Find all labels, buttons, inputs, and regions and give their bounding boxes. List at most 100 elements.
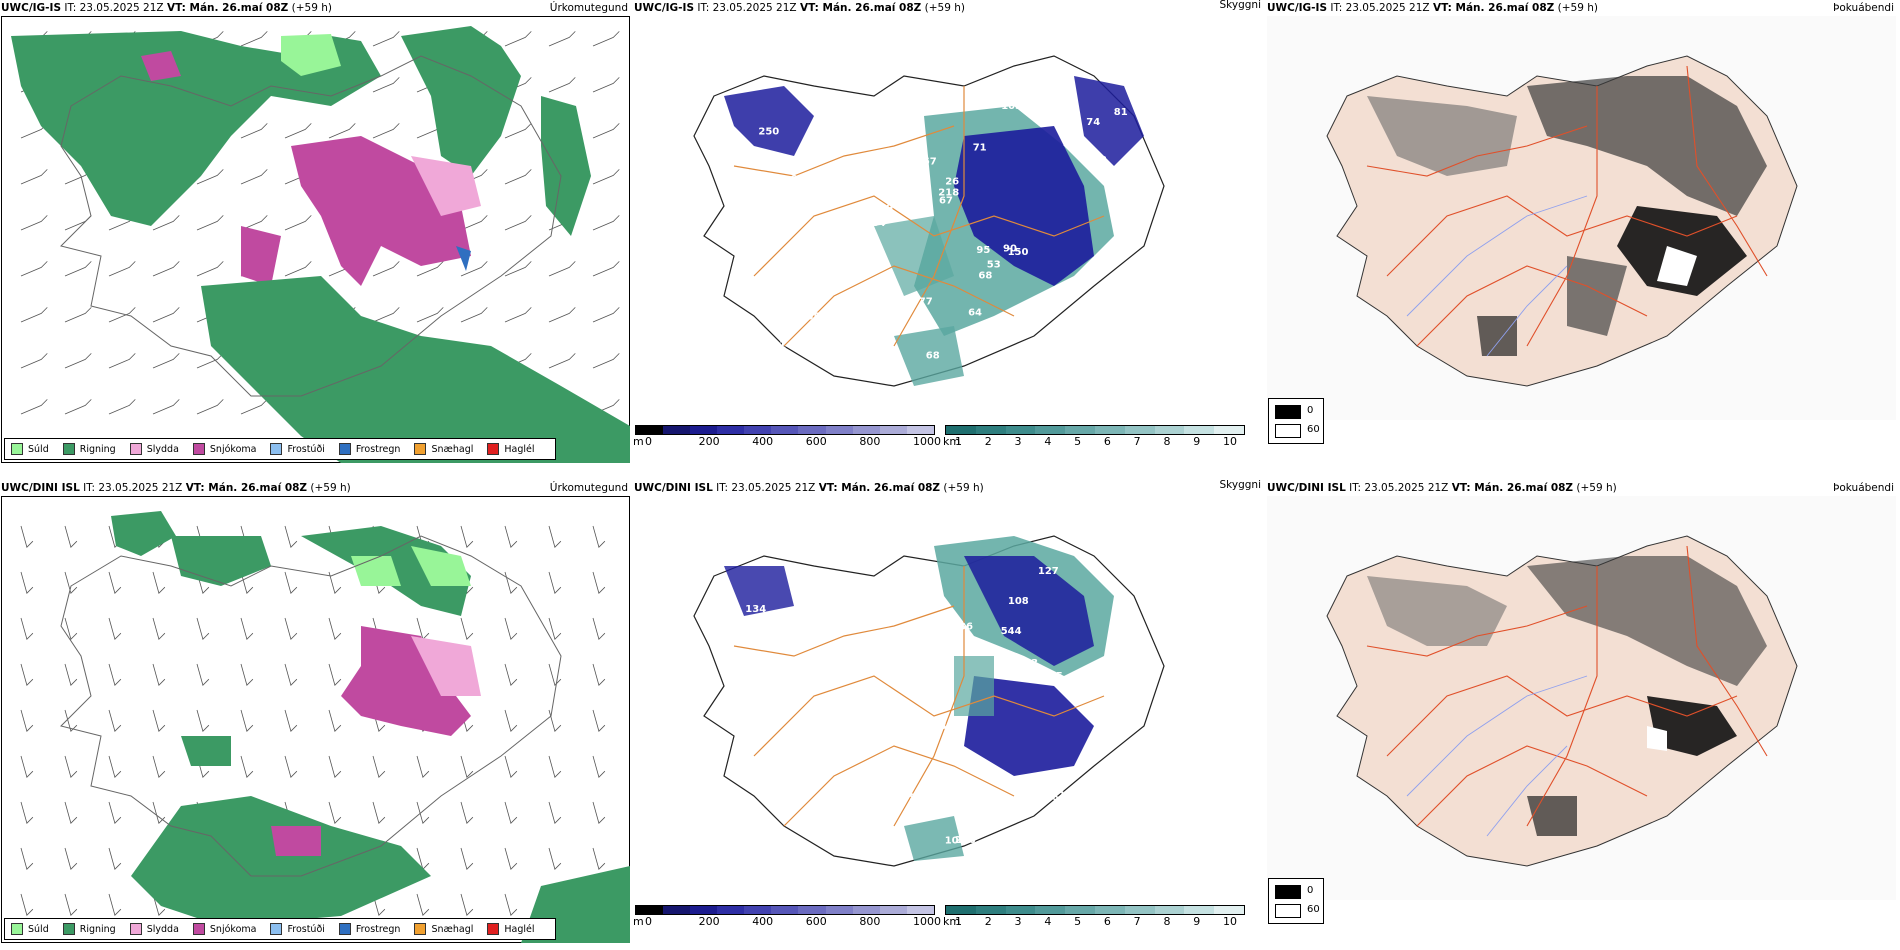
ceiling-value-label: 90 (1003, 243, 1017, 254)
wind-barb (64, 571, 78, 594)
wind-barb (64, 215, 92, 231)
wind-barb (460, 215, 488, 231)
wind-barb (152, 261, 180, 277)
wind-barb (328, 709, 342, 732)
wind-barb (20, 617, 34, 640)
colorbar-segment (663, 426, 691, 434)
wind-barb (372, 31, 400, 47)
visibility-colorbar: km 1 2 3 4 5 6 7 8 9 10 (943, 421, 1245, 459)
wind-barb (548, 261, 576, 277)
colorbar-segment (717, 426, 745, 434)
colorbar-tick: 0 (645, 915, 652, 928)
wind-barb (152, 755, 166, 778)
wind-barb (152, 571, 166, 594)
legend-swatch (414, 923, 427, 935)
ceiling-value-label: 227 (844, 574, 865, 585)
wind-barb (20, 399, 48, 415)
ceiling-value-label: 51 (887, 308, 901, 319)
ceiling-map: 7410860538364134544112136218100227254104… (693, 535, 1165, 867)
ceiling-value-label: 67 (923, 157, 937, 168)
visibility-colorbar: km 1 2 3 4 5 6 7 8 9 10 (943, 901, 1245, 939)
colorbar-segment (825, 906, 853, 914)
wind-barb (152, 307, 180, 323)
map-frame (1, 496, 630, 943)
legend-item-súld: Súld (11, 923, 49, 935)
wind-barb (240, 617, 254, 640)
legend-label: Frostúði (287, 923, 325, 935)
fog-map (1267, 16, 1896, 420)
legend-item-haglél: Haglél (487, 923, 535, 935)
legend-label: Frostúði (287, 443, 325, 455)
colorbar-tick: 0 (645, 435, 652, 448)
colorbar-segment (879, 426, 907, 434)
panel-title: Úrkomutegund (549, 2, 628, 14)
colorbar-segment (1065, 426, 1095, 434)
fog-legend-label: 60 (1307, 904, 1320, 915)
wind-barb (152, 893, 166, 916)
wind-barb (328, 755, 342, 778)
wind-barb (196, 399, 224, 415)
model-name: UWC/DINI ISL (1267, 482, 1346, 494)
fog-legend-swatch-0 (1275, 885, 1301, 899)
legend-label: Slydda (146, 923, 179, 935)
panel-title: Þokuábendi (1833, 482, 1894, 494)
colorbar-segment (906, 426, 934, 434)
ceiling-value-label: 53 (890, 709, 904, 720)
ceiling-value-label: 75 (880, 299, 894, 310)
valid-time: VT: Mán. 26.maí 08Z (1451, 482, 1574, 494)
wind-barb (460, 755, 474, 778)
fog-legend-label: 0 (1307, 405, 1314, 416)
wind-barb (592, 307, 620, 323)
colorbar-tick: 400 (752, 915, 774, 928)
ceiling-value-label: 134 (745, 604, 766, 615)
colorbar-segment (636, 906, 664, 914)
fog-panel-1: UWC/IG-IS IT: 23.05.2025 21Z VT: Mán. 26… (1266, 0, 1898, 466)
wind-barb (240, 571, 254, 594)
ceiling-value-label: 68 (765, 280, 779, 291)
fog-panel-2: UWC/DINI ISL IT: 23.05.2025 21Z VT: Mán.… (1266, 480, 1898, 946)
colorbar-tick: 5 (1074, 915, 1082, 928)
wind-barb (504, 663, 518, 686)
wind-barb (108, 307, 136, 323)
wind-barb (416, 755, 430, 778)
wind-barb (20, 307, 48, 323)
wind-barb (64, 399, 92, 415)
colorbar-segment (690, 906, 718, 914)
wind-barb (20, 847, 34, 870)
wind-barb (240, 123, 268, 139)
ceiling-value-label: 77 (919, 297, 933, 308)
wind-barb (548, 709, 562, 732)
wind-barb (196, 169, 224, 185)
wind-barb (548, 663, 562, 686)
ceiling-value-label: 74 (1086, 117, 1100, 128)
init-time: IT: 23.05.2025 21Z (83, 482, 183, 494)
colorbar-segment (1005, 906, 1036, 914)
ceiling-value-label: 99 (884, 187, 898, 198)
wind-barb (460, 893, 474, 916)
wind-barb (328, 123, 356, 139)
wind-barb (372, 893, 386, 916)
wind-barb (64, 709, 78, 732)
ceiling-value-label: 60 (790, 174, 804, 185)
colorbar-segment (771, 906, 799, 914)
visibility-unit: km (943, 435, 961, 448)
wind-barb (416, 261, 444, 277)
ceiling-value-label: 112 (747, 714, 768, 725)
colorbar-segment (744, 426, 772, 434)
colorbar-tick: 2 (984, 435, 992, 448)
wind-barb (592, 847, 606, 870)
model-name: UWC/DINI ISL (1, 482, 80, 494)
legend-label: Súld (28, 923, 49, 935)
ceiling-value-label: 218 (938, 188, 959, 199)
colorbar-tick: 10 (1223, 435, 1237, 448)
ceiling-value-label: 64 (968, 308, 982, 319)
wind-barb (592, 169, 620, 185)
ceiling-value-label: 104 (945, 836, 966, 847)
colorbar-segment (1065, 906, 1095, 914)
wind-barb (108, 261, 136, 277)
wind-barb (284, 525, 298, 548)
wind-barb (152, 215, 180, 231)
ceiling-value-label: 112 (882, 129, 903, 140)
ceiling-value-label: 23 (757, 655, 771, 666)
valid-time: VT: Mán. 26.maí 08Z (1432, 2, 1555, 14)
